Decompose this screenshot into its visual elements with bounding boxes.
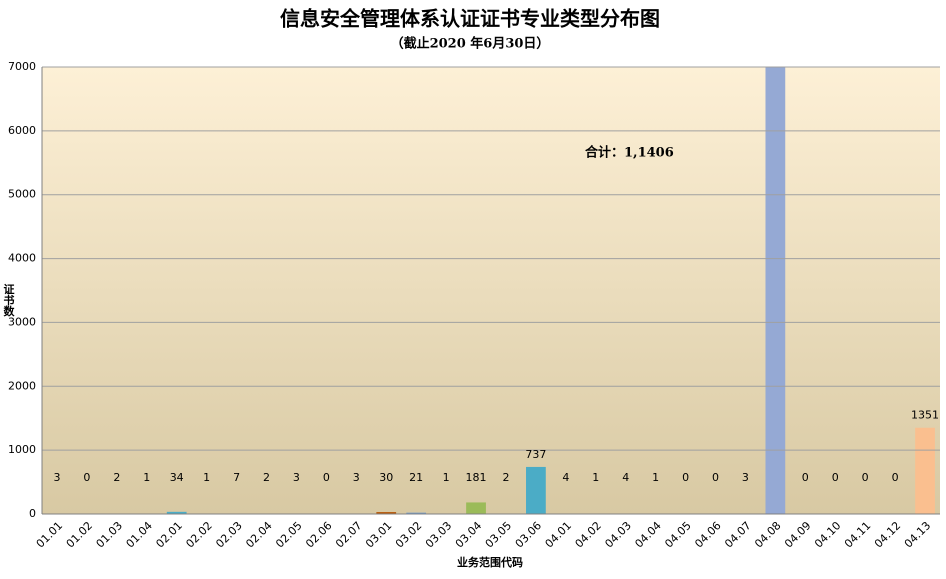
data-label: 4: [562, 471, 569, 484]
data-label: 3: [353, 471, 360, 484]
x-tick-label: 02.07: [333, 519, 364, 550]
data-label: 0: [712, 471, 719, 484]
x-tick-label: 03.04: [453, 519, 484, 550]
data-label: 34: [170, 471, 184, 484]
x-tick-label: 04.07: [722, 519, 753, 550]
bar: [526, 466, 546, 514]
bar: [376, 512, 397, 514]
x-tick-label: 01.03: [94, 519, 125, 550]
x-tick-label: 04.04: [632, 519, 663, 550]
data-label: 30: [379, 471, 393, 484]
x-tick-label: 02.03: [213, 519, 244, 550]
data-label: 7: [233, 471, 240, 484]
x-tick-label: 04.13: [902, 519, 933, 550]
data-label: 3: [293, 471, 300, 484]
y-tick-label: 5000: [8, 188, 36, 201]
x-tick-label: 04.12: [872, 519, 903, 550]
bar: [466, 502, 486, 514]
y-tick-label: 1000: [8, 443, 36, 456]
data-label: 737: [525, 448, 546, 461]
y-tick-label: 4000: [8, 252, 36, 265]
y-tick-label: 3000: [8, 315, 36, 328]
chart-subtitle: （截止2020 年6月30日）: [391, 36, 550, 52]
y-tick-label: 2000: [8, 379, 36, 392]
data-label: 3: [742, 471, 749, 484]
data-label: 1: [443, 471, 450, 484]
y-tick-label: 6000: [8, 124, 36, 137]
x-tick-label: 04.09: [782, 519, 813, 550]
x-tick-label: 01.02: [64, 519, 95, 550]
x-tick-label: 04.02: [573, 519, 604, 550]
x-tick-label: 04.03: [602, 519, 633, 550]
data-label: 0: [802, 471, 809, 484]
chart-title: 信息安全管理体系认证证书专业类型分布图: [280, 7, 660, 31]
bar: [915, 427, 935, 514]
data-label: 2: [502, 471, 509, 484]
data-label: 2: [263, 471, 270, 484]
x-axis-label: 业务范围代码: [457, 555, 523, 569]
x-tick-label: 04.11: [842, 519, 873, 550]
x-tick-label: 03.06: [513, 519, 544, 550]
y-axis-label: 证书数: [2, 283, 15, 317]
x-tick-label: 03.02: [393, 519, 424, 550]
data-label: 0: [323, 471, 330, 484]
x-tick-label: 02.05: [273, 519, 304, 550]
data-label: 2: [113, 471, 120, 484]
x-tick-label: 02.01: [153, 519, 184, 550]
data-label: 1: [592, 471, 599, 484]
x-tick-label: 01.01: [34, 519, 65, 550]
data-label: 0: [892, 471, 899, 484]
x-tick-label: 04.01: [543, 519, 574, 550]
x-tick-label: 03.03: [423, 519, 454, 550]
data-label: 181: [466, 471, 487, 484]
x-tick-label: 03.01: [363, 519, 394, 550]
x-tick-label: 04.08: [752, 519, 783, 550]
x-tick-label: 04.06: [692, 519, 723, 550]
x-tick-label: 02.06: [303, 519, 334, 550]
bar: [406, 512, 427, 514]
data-label: 0: [682, 471, 689, 484]
data-label: 0: [83, 471, 90, 484]
bar: [166, 511, 187, 514]
data-label: 1: [203, 471, 210, 484]
x-tick-label: 02.04: [243, 519, 274, 550]
bar: [765, 67, 786, 514]
x-tick-label: 04.10: [812, 519, 843, 550]
data-label: 0: [862, 471, 869, 484]
data-label: 1351: [911, 409, 939, 422]
data-label: 21: [409, 471, 423, 484]
data-label: 3: [53, 471, 60, 484]
bars: [47, 67, 935, 514]
x-tick-label: 03.05: [483, 519, 514, 550]
x-tick-label: 04.05: [662, 519, 693, 550]
y-tick-label: 7000: [8, 60, 36, 73]
annotation: 合计：1,1406: [585, 145, 674, 161]
y-tick-label: 0: [29, 507, 36, 520]
data-label: 1: [143, 471, 150, 484]
data-label: 0: [832, 471, 839, 484]
data-label: 1: [652, 471, 659, 484]
x-tick-label: 02.02: [183, 519, 214, 550]
x-tick-label: 01.04: [124, 519, 155, 550]
plot-area: [42, 67, 940, 514]
data-label: 4: [622, 471, 629, 484]
